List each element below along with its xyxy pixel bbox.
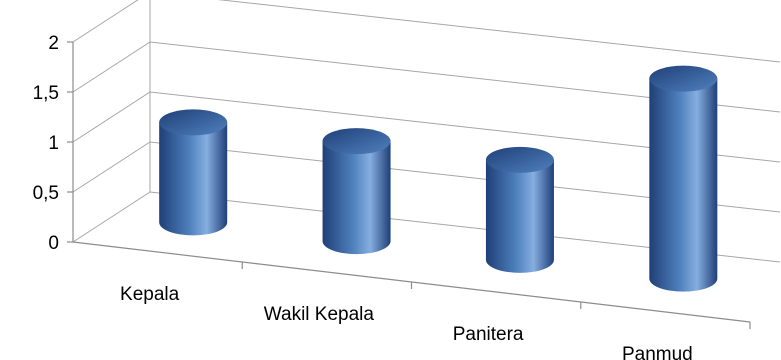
axes <box>67 41 751 329</box>
bar-0 <box>159 109 228 236</box>
x-tick-label-2: Panitera <box>453 324 524 345</box>
gridlines <box>72 0 781 263</box>
bar-body-1 <box>322 141 391 255</box>
bar-top-1 <box>322 128 391 155</box>
bar-body-0 <box>159 122 228 236</box>
bar-top-2 <box>485 146 554 173</box>
bar-3 <box>649 65 718 292</box>
y-tick-label-2: 1 <box>48 133 59 154</box>
x-tick-label-3: Panmud <box>622 344 693 360</box>
bar-top-0 <box>159 109 228 136</box>
y-tick-label-4: 2 <box>48 33 59 54</box>
bar-1 <box>322 128 391 255</box>
bar-body-2 <box>485 159 554 273</box>
y-tick-label-3: 1,5 <box>33 83 59 104</box>
gridline-4 <box>72 0 781 63</box>
bar-2 <box>485 146 554 273</box>
y-tick-label-0: 0 <box>48 233 59 254</box>
bars <box>159 65 718 292</box>
x-tick-label-1: Wakil Kepala <box>264 304 375 325</box>
x-tick-label-0: Kepala <box>120 284 180 305</box>
labels: 0 0,5 1 1,5 2 Kepala Wakil Kepala Panitera Panmu… <box>33 33 693 360</box>
bar-top-3 <box>649 65 718 92</box>
bar-body-3 <box>649 78 718 292</box>
y-tick-label-1: 0,5 <box>33 183 59 204</box>
